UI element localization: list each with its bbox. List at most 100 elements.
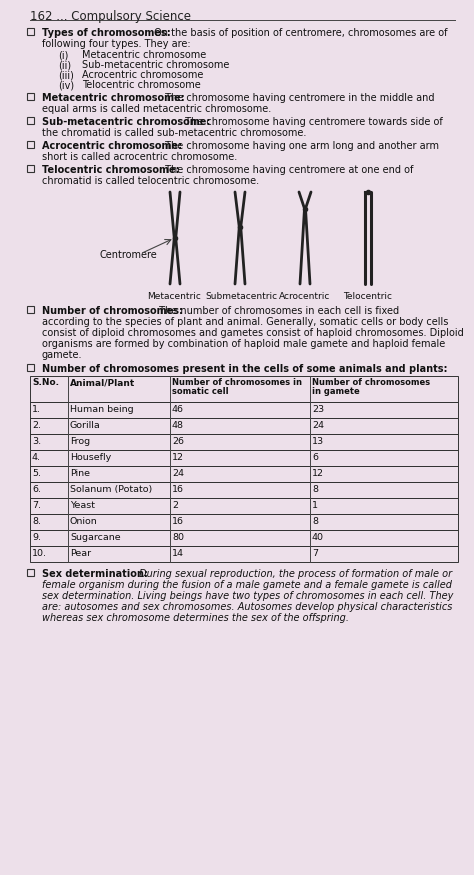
Text: Number of chromosomes in: Number of chromosomes in: [172, 378, 302, 387]
Text: Telocentric chromosome: Telocentric chromosome: [82, 80, 201, 90]
Text: 2: 2: [172, 501, 178, 510]
Text: 16: 16: [172, 517, 184, 526]
Text: S.No.: S.No.: [32, 378, 59, 387]
Bar: [30, 482, 458, 498]
Text: gamete.: gamete.: [42, 350, 82, 360]
Bar: [30, 418, 458, 434]
Text: consist of diploid chromosomes and gametes consist of haploid chromosomes. Diplo: consist of diploid chromosomes and gamet…: [42, 328, 464, 338]
Text: 10.: 10.: [32, 549, 47, 558]
Text: Pear: Pear: [70, 549, 91, 558]
Text: short is called acrocentric chromosome.: short is called acrocentric chromosome.: [42, 152, 237, 162]
Text: The chromosome having one arm long and another arm: The chromosome having one arm long and a…: [162, 141, 438, 151]
Text: 162 ... Compulsory Science: 162 ... Compulsory Science: [30, 10, 191, 23]
Text: Number of chromosomes present in the cells of some animals and plants:: Number of chromosomes present in the cel…: [42, 364, 447, 374]
Text: Types of chromosomes:: Types of chromosomes:: [42, 28, 171, 38]
Text: On the basis of position of centromere, chromosomes are of: On the basis of position of centromere, …: [151, 28, 448, 38]
Text: 8.: 8.: [32, 517, 41, 526]
Text: organisms are formed by combination of haploid male gamete and haploid female: organisms are formed by combination of h…: [42, 339, 445, 349]
Text: 8: 8: [312, 485, 318, 494]
Text: Frog: Frog: [70, 437, 90, 446]
Text: 6: 6: [312, 453, 318, 462]
Text: Housefly: Housefly: [70, 453, 111, 462]
Text: Telocentric: Telocentric: [344, 292, 392, 301]
Bar: [27, 28, 34, 35]
Text: whereas sex chromosome determines the sex of the offspring.: whereas sex chromosome determines the se…: [42, 613, 349, 623]
Text: Yeast: Yeast: [70, 501, 95, 510]
Text: 12: 12: [312, 469, 324, 478]
Text: Animal/Plant: Animal/Plant: [70, 378, 135, 387]
Text: female organism during the fusion of a male gamete and a female gamete is called: female organism during the fusion of a m…: [42, 580, 452, 590]
Text: 14: 14: [172, 549, 184, 558]
Text: Acrocentric chromosome: Acrocentric chromosome: [82, 70, 203, 80]
Text: (ii): (ii): [58, 60, 71, 70]
Text: 1.: 1.: [32, 405, 41, 414]
Text: Sub-metacentric chromosome:: Sub-metacentric chromosome:: [42, 117, 210, 127]
Text: 8: 8: [312, 517, 318, 526]
Text: (i): (i): [58, 50, 68, 60]
Text: 4.: 4.: [32, 453, 41, 462]
Text: Metacentric chromosome:: Metacentric chromosome:: [42, 93, 185, 103]
Text: 46: 46: [172, 405, 184, 414]
Text: Telocentric chromosome:: Telocentric chromosome:: [42, 165, 180, 175]
Text: 2.: 2.: [32, 421, 41, 430]
Text: following four types. They are:: following four types. They are:: [42, 39, 191, 49]
Text: Submetacentric: Submetacentric: [205, 292, 277, 301]
Text: 24: 24: [172, 469, 184, 478]
Text: Sugarcane: Sugarcane: [70, 533, 120, 542]
Text: 12: 12: [172, 453, 184, 462]
Text: in gamete: in gamete: [312, 387, 360, 396]
Text: Sub-metacentric chromosome: Sub-metacentric chromosome: [82, 60, 229, 70]
Bar: [30, 498, 458, 514]
Text: 16: 16: [172, 485, 184, 494]
Text: Sex determination:: Sex determination:: [42, 569, 148, 579]
Text: The chromosome having centromere towards side of: The chromosome having centromere towards…: [182, 117, 443, 127]
Text: chromatid is called telocentric chromosome.: chromatid is called telocentric chromoso…: [42, 176, 259, 186]
Text: Metacentric chromosome: Metacentric chromosome: [82, 50, 206, 60]
Text: 3.: 3.: [32, 437, 41, 446]
Text: Metacentric: Metacentric: [147, 292, 201, 301]
Text: 80: 80: [172, 533, 184, 542]
Text: The number of chromosomes in each cell is fixed: The number of chromosomes in each cell i…: [156, 306, 400, 316]
Bar: [30, 546, 458, 562]
Bar: [30, 402, 458, 418]
Text: according to the species of plant and animal. Generally, somatic cells or body c: according to the species of plant and an…: [42, 317, 448, 327]
Text: Solanum (Potato): Solanum (Potato): [70, 485, 152, 494]
Text: 7: 7: [312, 549, 318, 558]
Bar: [27, 93, 34, 100]
Bar: [30, 514, 458, 530]
Text: Pine: Pine: [70, 469, 90, 478]
Bar: [30, 434, 458, 450]
Text: 23: 23: [312, 405, 324, 414]
Bar: [27, 165, 34, 172]
Text: The chromosome having centromere at one end of: The chromosome having centromere at one …: [162, 165, 413, 175]
Text: 5.: 5.: [32, 469, 41, 478]
Bar: [27, 569, 34, 576]
Text: 40: 40: [312, 533, 324, 542]
Text: 26: 26: [172, 437, 184, 446]
Bar: [30, 376, 458, 402]
Text: Gorilla: Gorilla: [70, 421, 101, 430]
Text: Onion: Onion: [70, 517, 98, 526]
Bar: [27, 306, 34, 313]
Bar: [27, 117, 34, 124]
Text: The chromosome having centromere in the middle and: The chromosome having centromere in the …: [162, 93, 434, 103]
Text: During sexual reproduction, the process of formation of male or: During sexual reproduction, the process …: [136, 569, 452, 579]
Text: Centromere: Centromere: [100, 250, 158, 260]
Text: are: autosomes and sex chromosomes. Autosomes develop physical characteristics: are: autosomes and sex chromosomes. Auto…: [42, 602, 452, 612]
Text: Number of chromosomes: Number of chromosomes: [312, 378, 430, 387]
Text: (iv): (iv): [58, 80, 74, 90]
Text: Acrocentric chromosome:: Acrocentric chromosome:: [42, 141, 182, 151]
Text: equal arms is called metacentric chromosome.: equal arms is called metacentric chromos…: [42, 104, 271, 114]
Text: Acrocentric: Acrocentric: [279, 292, 331, 301]
Bar: [27, 141, 34, 148]
Text: 1: 1: [312, 501, 318, 510]
Text: 7.: 7.: [32, 501, 41, 510]
Text: 13: 13: [312, 437, 324, 446]
Text: the chromatid is called sub-metacentric chromosome.: the chromatid is called sub-metacentric …: [42, 128, 306, 138]
Bar: [27, 364, 34, 371]
Text: 6.: 6.: [32, 485, 41, 494]
Bar: [30, 466, 458, 482]
Text: sex determination. Living beings have two types of chromosomes in each cell. The: sex determination. Living beings have tw…: [42, 591, 453, 601]
Text: Human being: Human being: [70, 405, 134, 414]
Text: somatic cell: somatic cell: [172, 387, 228, 396]
